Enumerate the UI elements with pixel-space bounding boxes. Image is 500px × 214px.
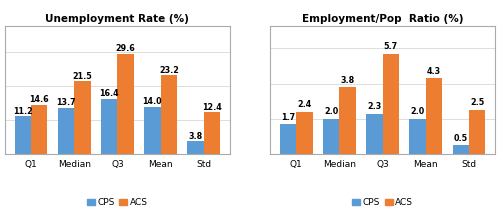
- Text: 2.4: 2.4: [298, 100, 312, 109]
- Bar: [296, 112, 312, 154]
- Bar: [323, 119, 340, 154]
- Bar: [382, 54, 399, 154]
- Title: Employment/Pop  Ratio (%): Employment/Pop Ratio (%): [302, 13, 464, 24]
- Bar: [160, 76, 177, 154]
- Legend: CPS, ACS: CPS, ACS: [83, 195, 152, 211]
- Bar: [58, 108, 74, 154]
- Bar: [469, 110, 486, 154]
- Text: 1.7: 1.7: [281, 113, 295, 122]
- Text: 0.5: 0.5: [454, 134, 468, 143]
- Text: 11.2: 11.2: [13, 107, 32, 116]
- Bar: [410, 119, 426, 154]
- Bar: [118, 54, 134, 154]
- Bar: [366, 114, 382, 154]
- Text: 2.0: 2.0: [324, 107, 338, 116]
- Bar: [426, 78, 442, 154]
- Text: 12.4: 12.4: [202, 103, 222, 111]
- Text: 14.0: 14.0: [142, 97, 162, 106]
- Bar: [204, 112, 220, 154]
- Text: 5.7: 5.7: [384, 42, 398, 51]
- Bar: [188, 141, 204, 154]
- Bar: [280, 124, 296, 154]
- Text: 29.6: 29.6: [116, 44, 136, 53]
- Bar: [101, 98, 117, 154]
- Bar: [340, 87, 356, 154]
- Text: 21.5: 21.5: [72, 72, 92, 81]
- Legend: CPS, ACS: CPS, ACS: [348, 195, 417, 211]
- Text: 3.8: 3.8: [340, 76, 354, 85]
- Text: 16.4: 16.4: [100, 89, 119, 98]
- Bar: [452, 145, 469, 154]
- Text: 3.8: 3.8: [188, 132, 202, 141]
- Text: 23.2: 23.2: [159, 66, 179, 75]
- Text: 13.7: 13.7: [56, 98, 76, 107]
- Text: 2.0: 2.0: [410, 107, 425, 116]
- Title: Unemployment Rate (%): Unemployment Rate (%): [46, 13, 190, 24]
- Bar: [74, 81, 90, 154]
- Bar: [144, 107, 160, 154]
- Text: 2.5: 2.5: [470, 98, 484, 107]
- Bar: [31, 105, 48, 154]
- Text: 4.3: 4.3: [427, 67, 441, 76]
- Bar: [14, 116, 31, 154]
- Text: 2.3: 2.3: [368, 102, 382, 111]
- Text: 14.6: 14.6: [30, 95, 49, 104]
